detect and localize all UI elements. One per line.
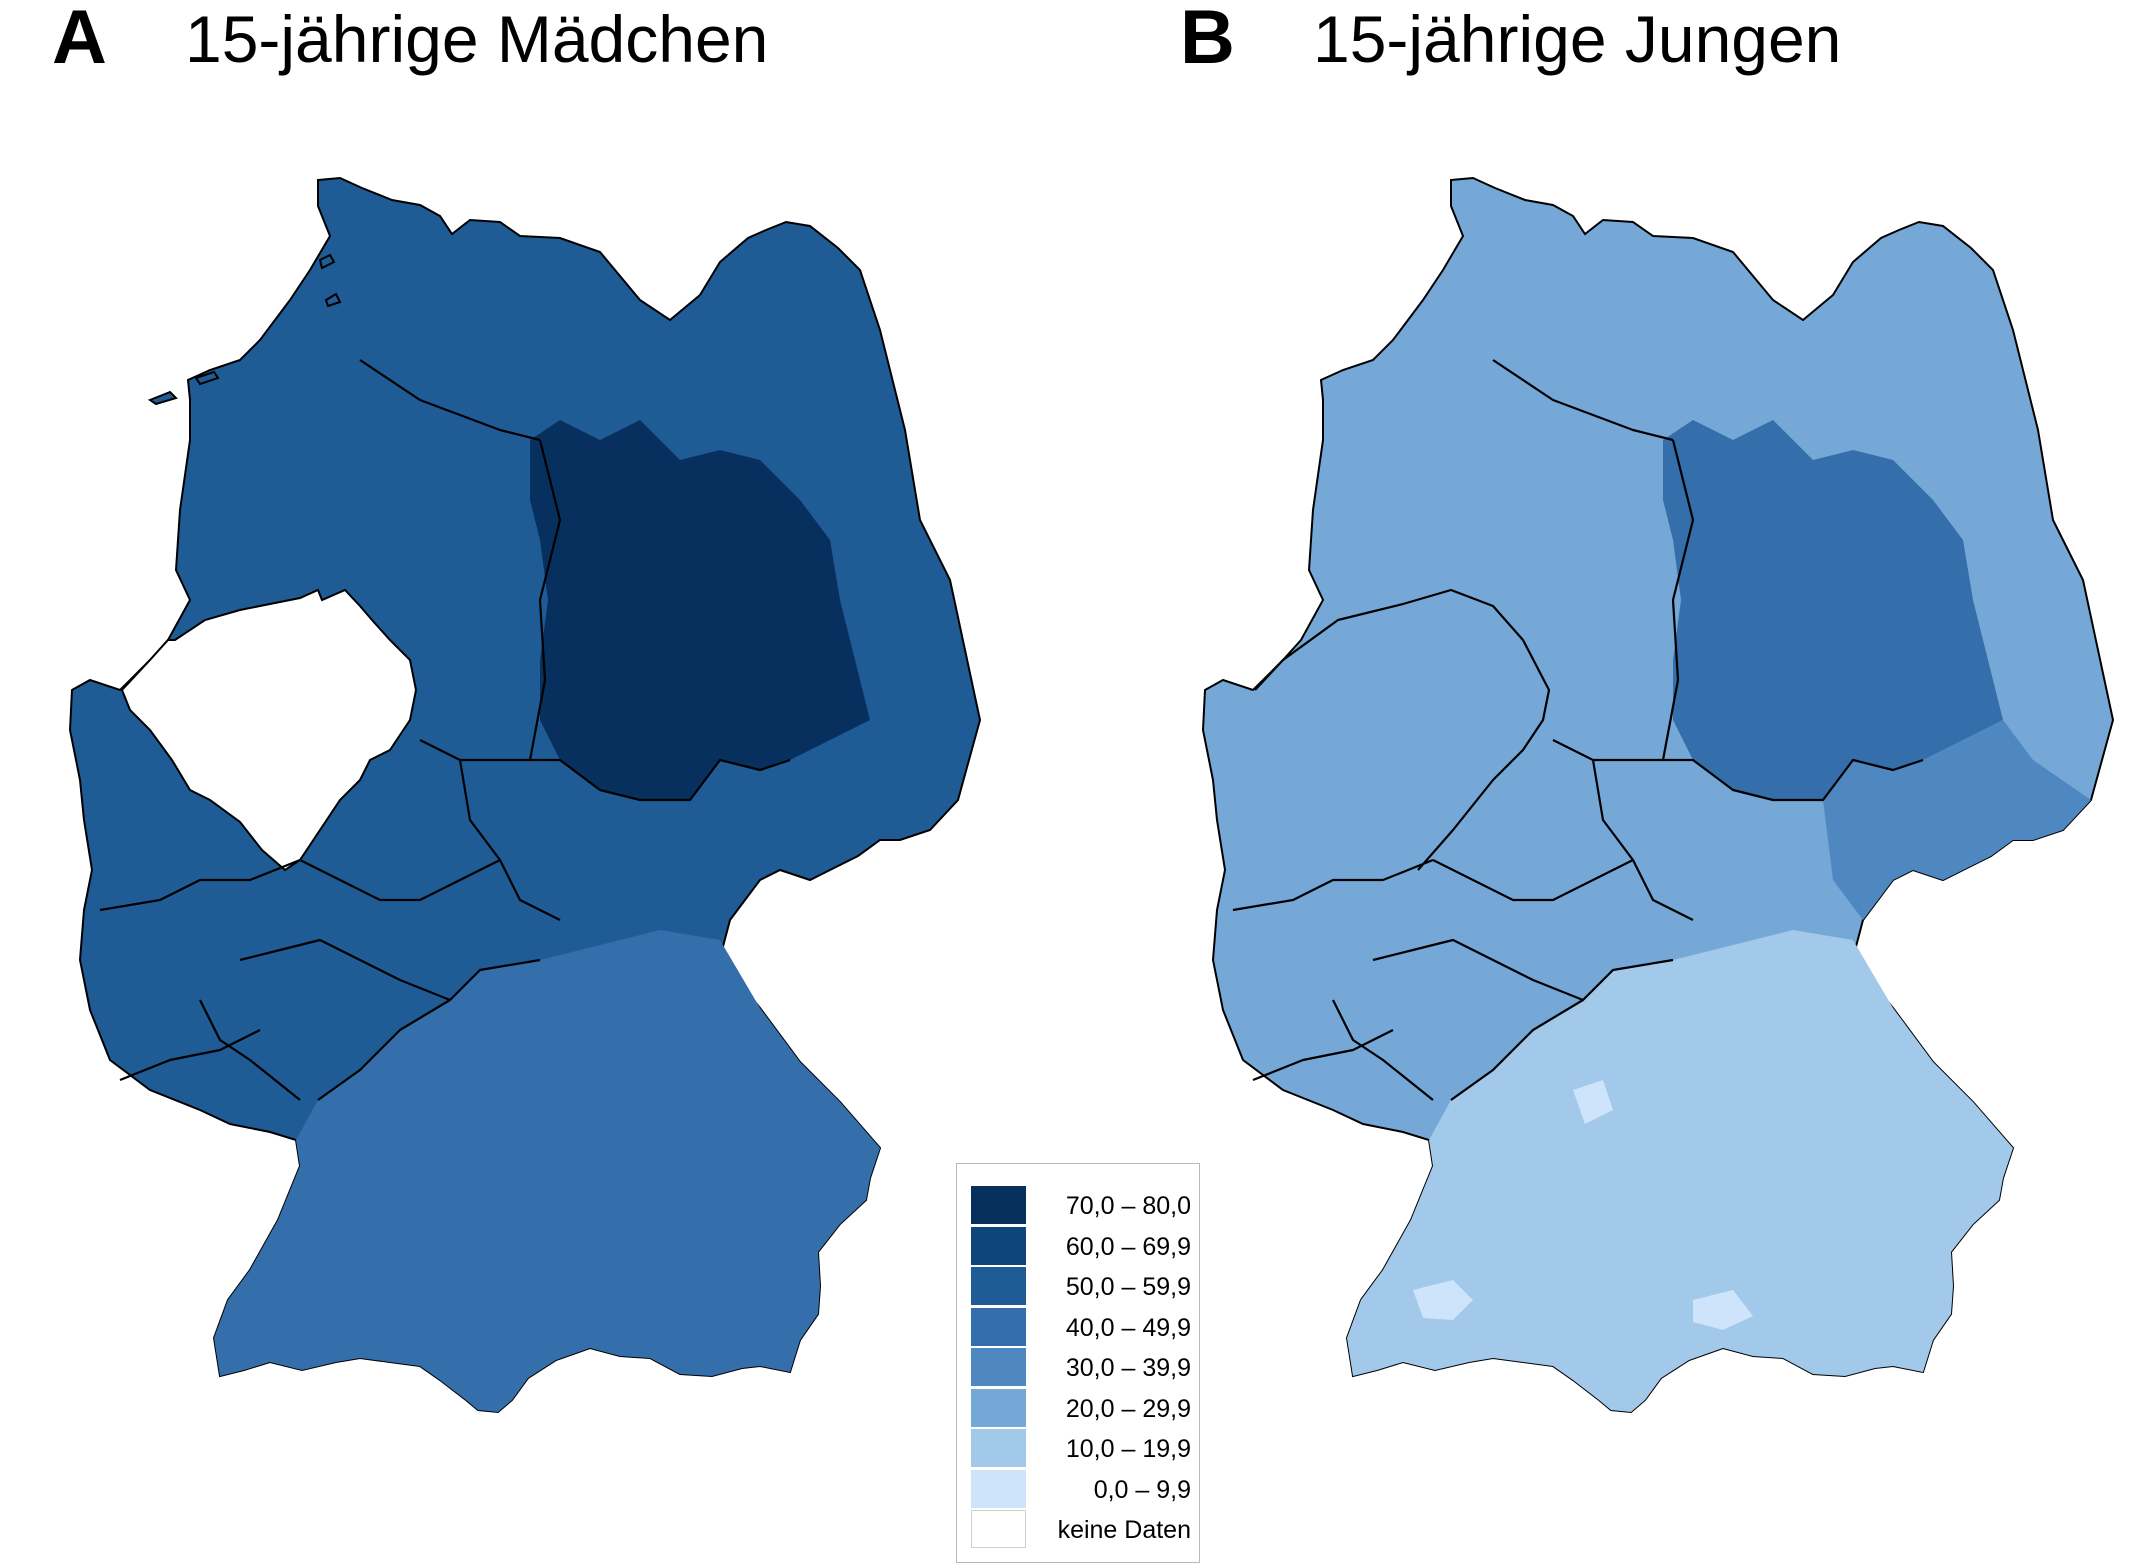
legend-item: 50,0 – 59,9 [971, 1267, 1195, 1305]
state-borders-b [1232, 359, 1924, 1101]
panel-a-letter: A [52, 0, 107, 80]
legend-item: 10,0 – 19,9 [971, 1429, 1195, 1467]
legend-item: 60,0 – 69,9 [971, 1226, 1195, 1265]
legend-swatch [971, 1186, 1026, 1224]
panel-b-title: 15-jährige Jungen [1313, 2, 1842, 76]
legend-label: keine Daten [1057, 1516, 1191, 1544]
region-no-data [120, 588, 418, 872]
legend-swatch [971, 1388, 1026, 1427]
legend-swatch [971, 1429, 1026, 1467]
legend-label: 0,0 – 9,9 [1093, 1475, 1191, 1504]
legend-label: 10,0 – 19,9 [1065, 1435, 1191, 1463]
legend-swatch [971, 1510, 1026, 1548]
legend-label: 20,0 – 29,9 [1065, 1394, 1191, 1423]
legend-swatch [971, 1307, 1026, 1346]
state-borders-a [99, 359, 791, 1101]
map-panel-a [68, 176, 982, 1414]
region-east-a [530, 420, 870, 800]
panel-a-title: 15-jährige Mädchen [185, 2, 769, 76]
legend-item: 70,0 – 80,0 [971, 1186, 1195, 1224]
legend-label: 50,0 – 59,9 [1065, 1273, 1191, 1301]
legend-swatch [971, 1226, 1026, 1265]
legend-item: 30,0 – 39,9 [971, 1348, 1195, 1386]
legend-label: 40,0 – 49,9 [1065, 1313, 1191, 1342]
panel-b-letter: B [1180, 0, 1235, 80]
map-panel-b [1201, 176, 2115, 1414]
legend-swatch [971, 1469, 1026, 1508]
legend-item: 40,0 – 49,9 [971, 1307, 1195, 1346]
north-sea-islands-a [147, 253, 342, 406]
legend-item: 0,0 – 9,9 [971, 1469, 1195, 1508]
legend-label: 60,0 – 69,9 [1065, 1232, 1191, 1261]
legend-label: 30,0 – 39,9 [1065, 1354, 1191, 1382]
legend-label: 70,0 – 80,0 [1065, 1192, 1191, 1220]
region-east-b [1663, 420, 2003, 800]
region-lowest-b [1413, 1080, 1753, 1330]
legend: 70,0 – 80,0 60,0 – 69,9 50,0 – 59,9 40,0 – … [956, 1163, 1200, 1563]
legend-item: 20,0 – 29,9 [971, 1388, 1195, 1427]
legend-swatch [971, 1348, 1026, 1386]
legend-item: keine Daten [971, 1510, 1195, 1548]
legend-swatch [971, 1267, 1026, 1305]
